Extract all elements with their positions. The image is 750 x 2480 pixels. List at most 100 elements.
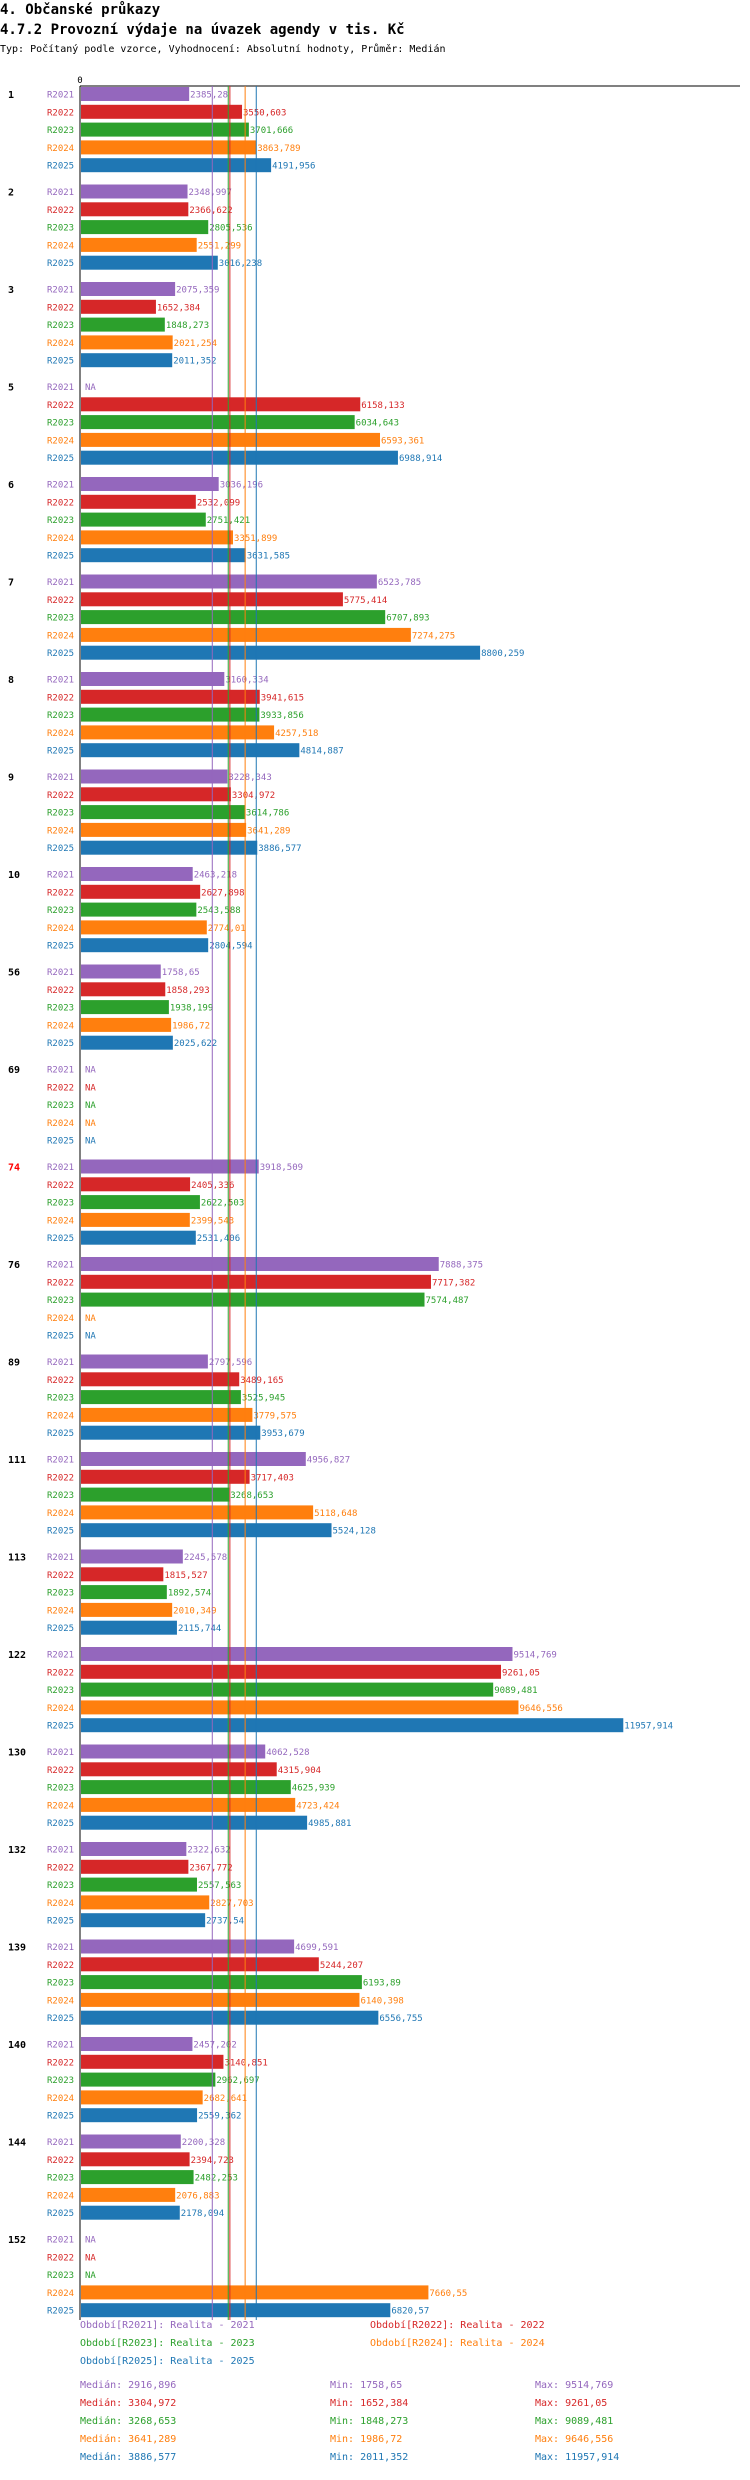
data-label: 7660,55: [429, 2289, 467, 2299]
series-label: R2023: [47, 1881, 74, 1891]
series-label: R2024: [47, 1704, 74, 1714]
bar: [81, 2054, 224, 2069]
bar: [81, 1257, 439, 1271]
data-label: 2348,997: [189, 188, 232, 198]
bar: [81, 1762, 277, 1777]
series-label: R2023: [47, 1589, 74, 1599]
bar: [81, 494, 196, 509]
data-label: 3886,577: [258, 844, 301, 854]
data-label: 3933,856: [260, 711, 303, 721]
bar: [81, 1877, 197, 1892]
series-label: R2023: [47, 224, 74, 234]
bar: [81, 1718, 624, 1733]
data-label: 4257,518: [275, 729, 318, 739]
series-label: R2022: [47, 1668, 74, 1678]
group-label: 9: [8, 773, 14, 784]
group-label: 5: [8, 383, 14, 394]
series-label: R2025: [47, 747, 74, 757]
series-label: R2024: [47, 1996, 74, 2006]
data-label: 2011,352: [173, 357, 216, 367]
group-label: 111: [8, 1455, 26, 1466]
bar: [81, 1230, 196, 1245]
series-label: R2024: [47, 2094, 74, 2104]
series-label: R2021: [47, 383, 74, 393]
group-label: 113: [8, 1553, 26, 1564]
group-label: 130: [8, 1748, 26, 1759]
data-label: 6556,755: [379, 2014, 422, 2024]
data-label: 2075,359: [176, 286, 219, 296]
series-label: R2022: [47, 108, 74, 118]
series-label: R2023: [47, 1491, 74, 1501]
bar: [81, 840, 258, 855]
na-label: NA: [85, 2271, 96, 2281]
data-label: 3550,603: [243, 108, 286, 118]
bar: [81, 2072, 216, 2087]
data-label: 3631,585: [247, 552, 290, 562]
series-label: R2024: [47, 241, 74, 251]
series-label: R2022: [47, 1961, 74, 1971]
data-label: 3918,509: [260, 1163, 303, 1173]
series-label: R2021: [47, 1943, 74, 1953]
data-label: 2010,349: [173, 1606, 216, 1616]
na-label: NA: [85, 1066, 96, 1076]
series-label: R2023: [47, 1199, 74, 1209]
series-label: R2021: [47, 871, 74, 881]
bar: [81, 87, 190, 101]
bar: [81, 1913, 206, 1928]
data-label: 4723,424: [296, 1801, 339, 1811]
series-label: R2022: [47, 2156, 74, 2166]
data-label: 2532,099: [197, 498, 240, 508]
series-label: R2025: [47, 942, 74, 952]
na-label: NA: [85, 1101, 96, 1111]
bar: [81, 867, 193, 881]
group-label: 69: [8, 1065, 20, 1076]
bar: [81, 432, 381, 447]
series-label: R2024: [47, 1119, 74, 1129]
series-label: R2021: [47, 676, 74, 686]
series-label: R2025: [47, 357, 74, 367]
series-label: R2024: [47, 436, 74, 446]
data-label: 2021,254: [174, 339, 217, 349]
series-label: R2025: [47, 1039, 74, 1049]
group-label: 74: [8, 1163, 20, 1174]
data-label: 6140,398: [360, 1996, 403, 2006]
bar: [81, 1682, 494, 1697]
series-label: R2021: [47, 481, 74, 491]
page-title: 4. Občanské průkazy: [0, 2, 161, 18]
series-label: R2025: [47, 1332, 74, 1342]
series-label: R2025: [47, 552, 74, 562]
data-label: 9514,769: [513, 1651, 556, 1661]
data-label: 2178,094: [181, 2209, 224, 2219]
chart-config: Typ: Počítaný podle vzorce, Vyhodnocení:…: [0, 44, 446, 55]
data-label: 2076,883: [176, 2191, 219, 2201]
data-label: 5244,207: [320, 1961, 363, 1971]
legend-max: Max: 9514,769: [535, 2380, 614, 2391]
group-label: 139: [8, 1943, 26, 1954]
data-label: 4315,904: [278, 1766, 321, 1776]
bar: [81, 282, 176, 296]
group-label: 152: [8, 2235, 26, 2246]
series-label: R2025: [47, 1234, 74, 1244]
data-label: 6158,133: [361, 401, 404, 411]
data-label: 2531,406: [197, 1234, 240, 1244]
bar: [81, 158, 272, 173]
series-label: R2021: [47, 1553, 74, 1563]
data-label: 2804,594: [209, 942, 252, 952]
bar: [81, 2187, 176, 2202]
data-label: 6193,89: [363, 1979, 401, 1989]
bar: [81, 397, 361, 412]
series-label: R2022: [47, 498, 74, 508]
series-label: R2021: [47, 188, 74, 198]
series-label: R2024: [47, 339, 74, 349]
series-label: R2022: [47, 303, 74, 313]
bar: [81, 1354, 208, 1369]
bar: [81, 769, 228, 784]
series-label: R2024: [47, 924, 74, 934]
bar: [81, 1620, 177, 1635]
series-label: R2025: [47, 1624, 74, 1634]
series-label: R2021: [47, 1846, 74, 1856]
series-label: R2023: [47, 126, 74, 136]
legend-series-entry: Období[R2023]: Realita - 2023: [80, 2338, 255, 2349]
bar: [81, 1469, 250, 1484]
bar: [81, 1195, 200, 1210]
